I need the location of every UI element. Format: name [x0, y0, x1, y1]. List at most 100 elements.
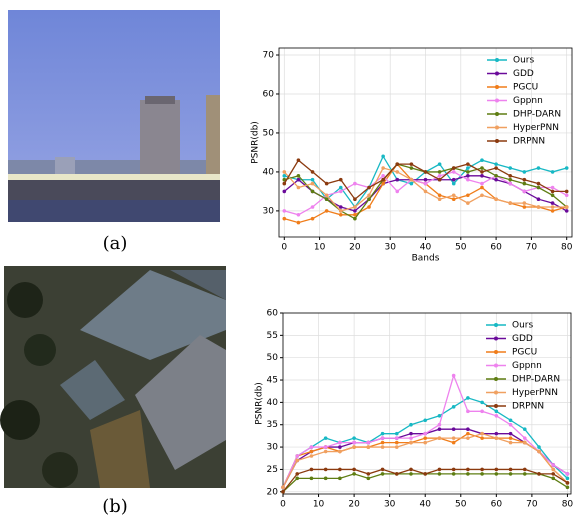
point [522, 427, 527, 431]
point [494, 177, 498, 182]
legend-marker [494, 323, 498, 327]
point [451, 467, 456, 472]
legend-marker [494, 390, 498, 395]
point [338, 209, 343, 213]
point [310, 216, 315, 221]
point [309, 476, 314, 481]
point [550, 209, 555, 213]
point [508, 422, 513, 427]
point [352, 436, 356, 440]
point [494, 162, 498, 166]
point [381, 174, 385, 178]
point [480, 166, 484, 170]
point [367, 185, 371, 190]
x-tick-label: 60 [491, 500, 503, 510]
point [494, 197, 498, 201]
point [353, 181, 357, 186]
legend-label: Ours [513, 56, 534, 66]
point [466, 193, 470, 198]
point [296, 158, 301, 163]
y-tick-label: 30 [267, 443, 279, 453]
point [295, 476, 300, 481]
point [536, 185, 541, 190]
point [423, 170, 428, 174]
point [281, 485, 285, 490]
point [508, 181, 513, 186]
point [451, 427, 456, 431]
point [550, 189, 555, 194]
point [536, 205, 541, 209]
legend-marker [495, 112, 499, 116]
point [324, 197, 329, 201]
legend-label: Gppnn [512, 361, 542, 371]
point [437, 162, 442, 166]
legend-label: Gppnn [513, 96, 543, 106]
point [409, 431, 413, 436]
point [437, 427, 442, 431]
point [353, 212, 357, 217]
point [537, 472, 541, 476]
x-tick-label: 10 [313, 500, 325, 510]
point [522, 170, 527, 174]
legend-label: HyperPNN [512, 388, 558, 398]
point [366, 440, 371, 445]
legend-label: DHP-DARN [512, 375, 560, 385]
point [295, 472, 300, 476]
point [437, 177, 442, 182]
point [508, 177, 513, 182]
point [536, 181, 541, 186]
point [508, 436, 513, 440]
legend-marker [494, 350, 498, 354]
point [310, 205, 315, 209]
x-tick-label: 40 [419, 500, 431, 510]
legend-label: HyperPNN [513, 123, 559, 133]
x-tick-label: 70 [526, 500, 538, 510]
point [466, 431, 470, 436]
y-tick-label: 40 [267, 398, 279, 408]
x-tick-label: 40 [420, 243, 432, 253]
point [480, 431, 484, 436]
point [423, 436, 428, 440]
legend-marker [494, 363, 498, 368]
point [451, 166, 456, 170]
point [353, 197, 357, 201]
point [466, 174, 470, 178]
point [423, 189, 428, 194]
point [437, 197, 442, 201]
point [480, 174, 484, 178]
point [310, 177, 315, 182]
point [352, 445, 356, 449]
point [338, 212, 343, 217]
point [508, 440, 513, 445]
x-tick-label: 0 [280, 500, 286, 510]
point [564, 189, 569, 194]
point [423, 418, 428, 423]
point [437, 436, 442, 440]
point [466, 427, 470, 431]
point [508, 467, 513, 472]
point [409, 162, 414, 166]
photo-a [8, 10, 220, 222]
point [466, 170, 470, 174]
point [437, 422, 442, 427]
y-tick-label: 40 [263, 167, 275, 177]
point [394, 431, 399, 436]
point [295, 454, 300, 458]
x-tick-label: 60 [490, 243, 502, 253]
point [423, 440, 428, 445]
point [451, 197, 456, 201]
point [380, 445, 385, 449]
legend-label: PGCU [513, 83, 538, 93]
point [550, 185, 555, 190]
point [395, 189, 400, 194]
point [466, 201, 470, 205]
point [282, 170, 287, 174]
plot-frame [282, 312, 572, 495]
point [480, 170, 484, 174]
point [409, 467, 413, 472]
point [551, 476, 556, 481]
point [451, 405, 456, 409]
point [466, 396, 470, 400]
point [437, 170, 442, 174]
y-tick-label: 70 [263, 51, 275, 61]
